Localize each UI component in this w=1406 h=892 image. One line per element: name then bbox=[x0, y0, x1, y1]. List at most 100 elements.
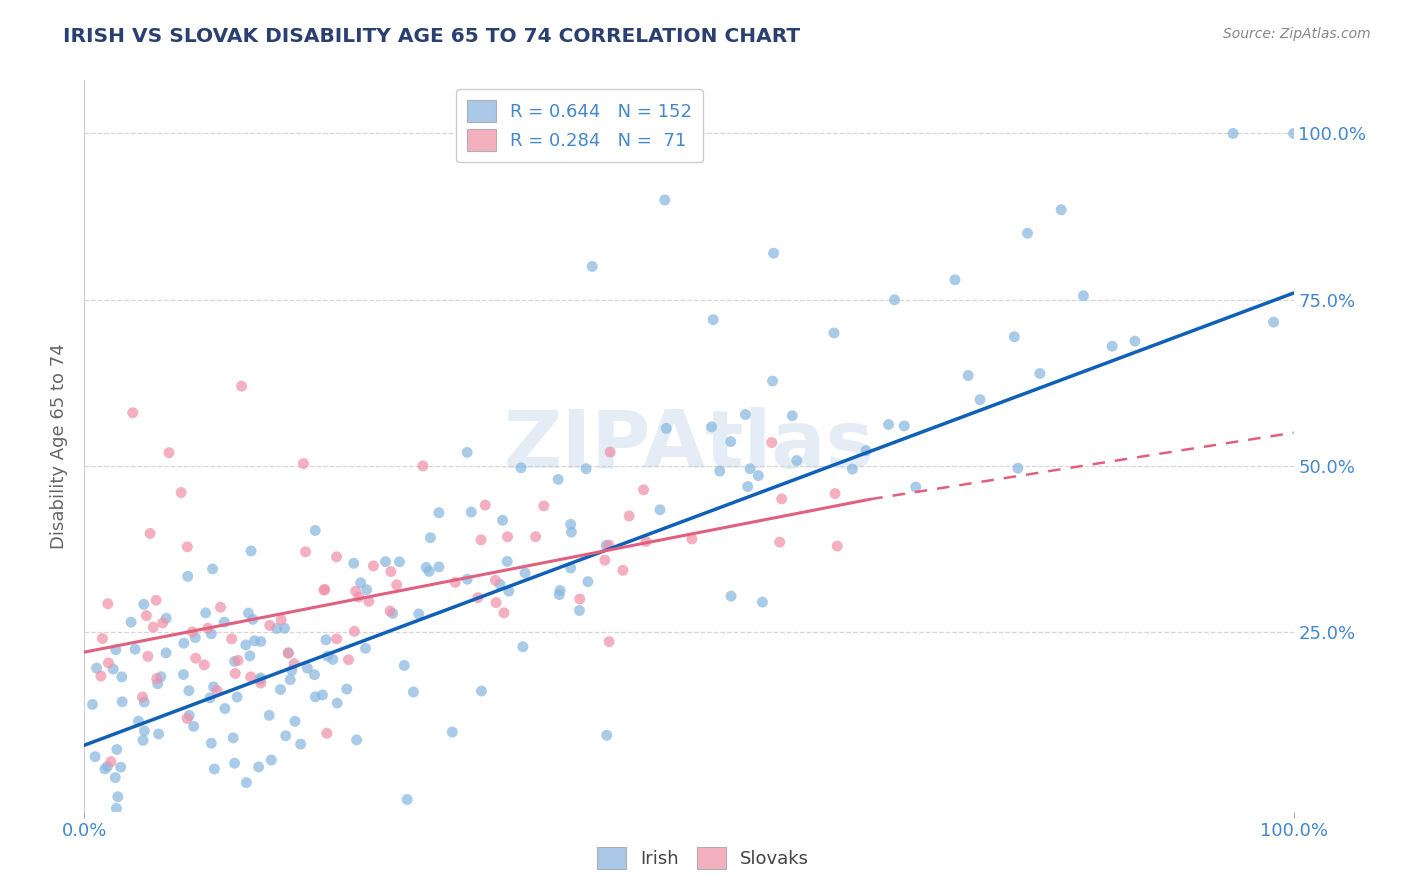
Point bbox=[176, 540, 198, 554]
Point bbox=[136, 820, 159, 834]
Point bbox=[104, 771, 127, 785]
Point bbox=[238, 606, 260, 620]
Point bbox=[120, 615, 142, 629]
Point bbox=[235, 638, 257, 652]
Point bbox=[548, 588, 571, 602]
Point bbox=[498, 584, 520, 599]
Point bbox=[576, 574, 599, 589]
Point bbox=[284, 714, 307, 729]
Point bbox=[412, 458, 434, 473]
Point bbox=[124, 642, 146, 657]
Point bbox=[568, 592, 591, 607]
Point bbox=[278, 673, 301, 687]
Point bbox=[709, 464, 731, 478]
Point bbox=[103, 662, 125, 676]
Point bbox=[326, 696, 349, 710]
Point bbox=[239, 670, 262, 684]
Point bbox=[496, 530, 519, 544]
Point bbox=[356, 582, 378, 597]
Point bbox=[249, 673, 271, 687]
Point bbox=[636, 534, 658, 549]
Point bbox=[274, 729, 297, 743]
Point bbox=[581, 260, 603, 274]
Point bbox=[460, 505, 482, 519]
Point bbox=[593, 553, 616, 567]
Point bbox=[292, 457, 315, 471]
Point bbox=[513, 566, 536, 580]
Point bbox=[957, 368, 980, 383]
Point bbox=[202, 762, 225, 776]
Point bbox=[270, 613, 292, 627]
Point bbox=[385, 578, 408, 592]
Point bbox=[877, 417, 900, 432]
Point bbox=[259, 618, 281, 632]
Point bbox=[242, 612, 264, 626]
Point bbox=[533, 499, 555, 513]
Point bbox=[148, 823, 170, 838]
Point bbox=[336, 681, 359, 696]
Point bbox=[170, 485, 193, 500]
Point bbox=[157, 445, 180, 459]
Point bbox=[247, 760, 270, 774]
Point bbox=[277, 646, 299, 660]
Point bbox=[179, 708, 201, 723]
Point bbox=[617, 508, 640, 523]
Point bbox=[97, 656, 120, 670]
Point bbox=[136, 649, 159, 664]
Point bbox=[249, 671, 271, 685]
Text: Source: ZipAtlas.com: Source: ZipAtlas.com bbox=[1223, 27, 1371, 41]
Point bbox=[751, 595, 773, 609]
Point bbox=[121, 406, 143, 420]
Point bbox=[269, 682, 291, 697]
Point bbox=[633, 483, 655, 497]
Point bbox=[155, 646, 177, 660]
Point bbox=[568, 603, 591, 617]
Point bbox=[146, 676, 169, 690]
Point bbox=[283, 657, 305, 671]
Point bbox=[94, 762, 117, 776]
Point bbox=[142, 620, 165, 634]
Point bbox=[181, 624, 204, 639]
Point bbox=[209, 600, 232, 615]
Point bbox=[419, 531, 441, 545]
Point bbox=[786, 453, 808, 467]
Point bbox=[277, 646, 299, 660]
Point bbox=[198, 690, 221, 705]
Point bbox=[200, 736, 222, 750]
Point bbox=[343, 624, 366, 639]
Point bbox=[427, 506, 450, 520]
Point bbox=[575, 461, 598, 475]
Point bbox=[512, 640, 534, 654]
Point bbox=[1101, 339, 1123, 353]
Point bbox=[193, 811, 215, 825]
Point bbox=[134, 723, 156, 738]
Point bbox=[782, 409, 804, 423]
Point bbox=[243, 633, 266, 648]
Point bbox=[841, 462, 863, 476]
Point bbox=[221, 632, 243, 646]
Point bbox=[595, 539, 617, 553]
Point bbox=[346, 732, 368, 747]
Point bbox=[177, 683, 200, 698]
Point bbox=[770, 491, 793, 506]
Point bbox=[172, 667, 194, 681]
Point bbox=[145, 672, 167, 686]
Point bbox=[1050, 202, 1073, 217]
Point bbox=[350, 575, 373, 590]
Point bbox=[598, 538, 620, 552]
Point bbox=[193, 657, 215, 672]
Point bbox=[1029, 367, 1052, 381]
Point bbox=[281, 663, 304, 677]
Point bbox=[824, 486, 846, 500]
Point bbox=[239, 648, 262, 663]
Point bbox=[378, 604, 401, 618]
Point bbox=[855, 443, 877, 458]
Point bbox=[105, 801, 128, 815]
Point bbox=[599, 445, 621, 459]
Point bbox=[654, 193, 676, 207]
Point bbox=[197, 621, 219, 635]
Point bbox=[322, 652, 344, 666]
Point bbox=[222, 731, 245, 745]
Point bbox=[231, 379, 253, 393]
Text: IRISH VS SLOVAK DISABILITY AGE 65 TO 74 CORRELATION CHART: IRISH VS SLOVAK DISABILITY AGE 65 TO 74 … bbox=[63, 27, 800, 45]
